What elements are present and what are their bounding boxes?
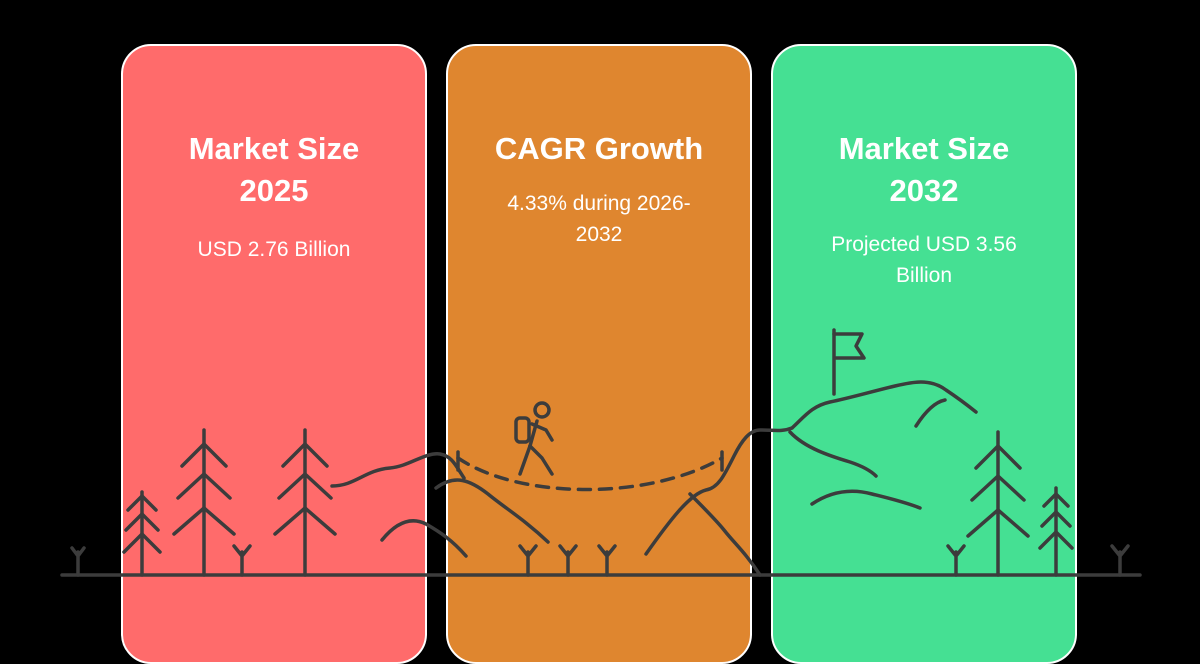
- card-value-line: 4.33% during 2026-: [507, 192, 691, 215]
- card-title: CAGR Growth: [448, 128, 750, 170]
- cagr-growth-card: CAGR Growth 4.33% during 2026- 2032: [446, 44, 752, 664]
- card-title-line: Market Size: [838, 131, 1010, 166]
- card-title-line: 2032: [889, 173, 959, 208]
- market-size-2025-card: Market Size 2025 USD 2.76 Billion: [121, 44, 427, 664]
- hiker-icon: [514, 401, 554, 476]
- grass-sprout-icon: [232, 544, 252, 577]
- card-title: Market Size 2025: [123, 128, 425, 212]
- card-value-line: Projected USD 3.56: [831, 233, 1017, 256]
- grass-sprout-icon: [597, 544, 617, 577]
- grass-sprout-icon: [558, 544, 578, 577]
- card-title-line: CAGR Growth: [494, 131, 704, 166]
- market-size-2032-card: Market Size 2032 Projected USD 3.56 Bill…: [771, 44, 1077, 664]
- card-title-line: Market Size: [188, 131, 360, 166]
- mountain-icon: [330, 452, 550, 558]
- tree-icon: [273, 428, 337, 577]
- grass-sprout-icon: [70, 546, 86, 577]
- grass-sprout-icon: [946, 544, 966, 577]
- landscape-illustration: [60, 328, 1142, 577]
- card-value-line: Billion: [895, 264, 953, 287]
- card-value-line: 2032: [575, 223, 623, 246]
- mountain-icon: [644, 380, 978, 577]
- dashed-path: [456, 456, 724, 492]
- card-value: Projected USD 3.56 Billion: [773, 229, 1075, 291]
- tree-icon: [966, 430, 1030, 577]
- flag-icon: [832, 328, 866, 396]
- card-title-line: 2025: [239, 173, 309, 208]
- tree-icon: [1038, 486, 1074, 577]
- card-value: 4.33% during 2026- 2032: [448, 188, 750, 250]
- card-value-line: USD 2.76 Billion: [197, 238, 351, 261]
- tree-icon: [172, 428, 236, 577]
- card-title: Market Size 2032: [773, 128, 1075, 212]
- tree-icon: [122, 490, 162, 577]
- card-value: USD 2.76 Billion: [123, 234, 425, 265]
- grass-sprout-icon: [1110, 544, 1130, 577]
- grass-sprout-icon: [518, 544, 538, 577]
